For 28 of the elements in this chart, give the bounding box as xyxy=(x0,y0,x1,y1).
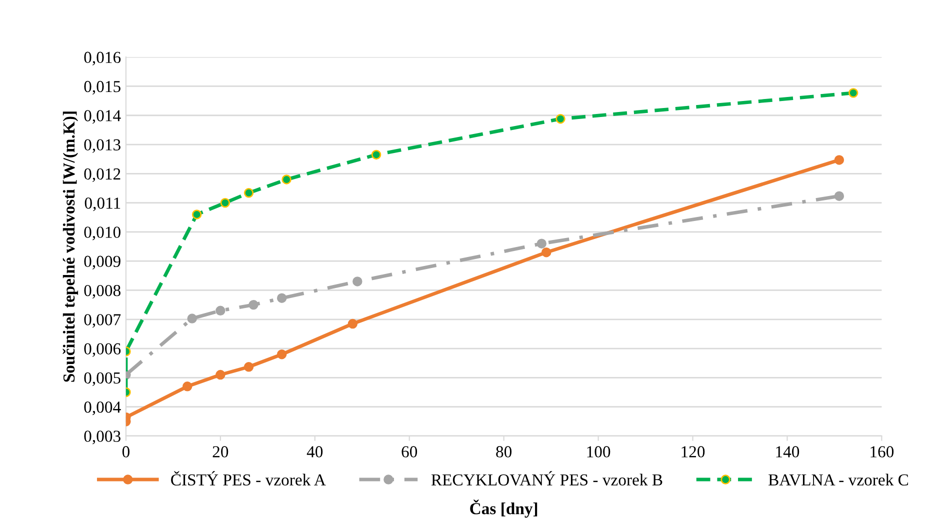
y-tick-label: 0,006 xyxy=(84,343,121,357)
y-tick-label: 0,005 xyxy=(84,372,120,386)
x-tick-label: 80 xyxy=(496,446,512,458)
y-tick-label: 0,013 xyxy=(84,139,120,153)
legend-label: ČISTÝ PES - vzorek A xyxy=(171,471,326,486)
x-tick-label: 140 xyxy=(776,446,800,458)
y-tick-label: 0,014 xyxy=(84,110,121,124)
y-tick-label: 0,003 xyxy=(84,430,120,444)
x-tick-label: 160 xyxy=(870,446,894,458)
y-tick-label: 0,008 xyxy=(84,284,120,299)
x-tick-label: 20 xyxy=(212,446,228,458)
y-tick-label: 0,015 xyxy=(84,80,120,95)
y-tick-label: 0,012 xyxy=(84,168,120,182)
y-tick-label: 0,009 xyxy=(84,256,120,270)
x-tick-label: 60 xyxy=(402,446,418,458)
x-tick-label: 100 xyxy=(587,446,610,458)
x-tick-label: 40 xyxy=(306,446,323,458)
x-axis-title: Čas [dny] xyxy=(470,500,538,518)
legend-label: RECYKLOVANÝ PES - vzorek B xyxy=(431,471,662,486)
y-tick-label: 0,007 xyxy=(84,314,121,328)
y-tick-label: 0,004 xyxy=(84,402,121,416)
legend-label: BAVLNA - vzorek C xyxy=(768,474,908,486)
y-tick-label: 0,016 xyxy=(84,52,121,66)
y-tick-label: 0,011 xyxy=(84,198,120,212)
y-axis-title: Součinitel tepelné vodivosti [W/(m.K)] xyxy=(62,112,78,382)
x-tick-label: 120 xyxy=(682,446,705,458)
x-tick-label: 0 xyxy=(122,446,130,458)
y-tick-label: 0,010 xyxy=(84,226,120,240)
